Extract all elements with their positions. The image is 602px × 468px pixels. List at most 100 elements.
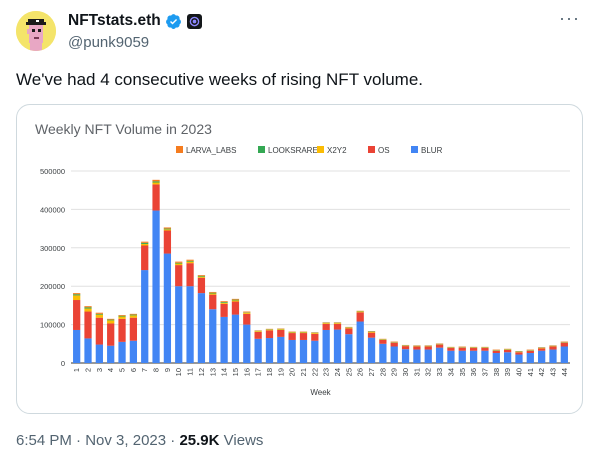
- meta-separator: ·: [76, 432, 82, 449]
- bar-looksrare-week-14: [220, 301, 228, 303]
- bar-os-week-19: [277, 329, 285, 337]
- x-axis-label: Week: [310, 388, 331, 397]
- tweet-time[interactable]: 6:54 PM: [16, 432, 72, 449]
- bar-os-week-43: [549, 346, 557, 350]
- bar-x2y2-week-7: [141, 243, 149, 246]
- bar-blur-week-19: [277, 336, 285, 363]
- x-tick-label: 20: [288, 368, 297, 376]
- bar-os-week-14: [220, 303, 228, 317]
- author-name-row: NFTstats.eth: [68, 12, 202, 30]
- bar-blur-week-24: [333, 329, 342, 363]
- views-count[interactable]: 25.9K: [179, 432, 220, 449]
- x-tick-label: 6: [129, 368, 138, 372]
- x-tick-label: 32: [424, 368, 433, 376]
- x-tick-label: 14: [220, 368, 229, 376]
- bar-x2y2-week-25: [345, 327, 353, 329]
- bar-blur-week-3: [95, 344, 103, 363]
- bar-larva_labs-week-8: [152, 179, 160, 182]
- bar-blur-week-15: [231, 314, 240, 363]
- x-tick-label: 19: [276, 368, 285, 376]
- tweet-date[interactable]: Nov 3, 2023: [85, 432, 167, 449]
- bar-blur-week-41: [526, 353, 534, 363]
- bar-x2y2-week-23: [322, 323, 330, 324]
- bar-os-week-10: [175, 265, 183, 287]
- chart-card[interactable]: Weekly NFT Volume in 2023 LARVA_LABS LOOKS…: [16, 104, 583, 414]
- author-display-name[interactable]: NFTstats.eth: [68, 12, 161, 29]
- legend-swatch-larva_labs: [176, 146, 183, 153]
- legend-label-larva_labs: LARVA_LABS: [186, 146, 236, 155]
- avatar-punk-icon: [16, 11, 56, 51]
- bar-blur-week-39: [504, 352, 512, 363]
- bar-larva_labs-week-12: [197, 275, 206, 276]
- x-tick-label: 24: [333, 368, 342, 376]
- bar-blur-week-21: [299, 339, 308, 363]
- bar-x2y2-week-11: [186, 261, 194, 264]
- bar-blur-week-5: [118, 341, 126, 363]
- x-tick-label: 31: [412, 368, 421, 376]
- bar-x2y2-week-24: [333, 323, 342, 324]
- x-tick-label: 3: [95, 368, 104, 372]
- x-tick-label: 36: [469, 368, 478, 376]
- bar-blur-week-28: [379, 343, 387, 363]
- bar-os-week-12: [197, 277, 206, 294]
- bar-blur-week-40: [515, 354, 523, 363]
- x-tick-label: 43: [548, 368, 557, 376]
- x-tick-label: 11: [186, 368, 195, 376]
- legend-label-blur: BLUR: [421, 146, 443, 155]
- x-tick-label: 2: [84, 368, 93, 372]
- bar-larva_labs-week-10: [175, 261, 183, 263]
- bar-looksrare-week-8: [152, 181, 160, 183]
- bar-os-week-8: [152, 184, 160, 211]
- bar-blur-week-34: [447, 350, 455, 363]
- bar-larva_labs-week-5: [118, 315, 126, 316]
- x-tick-label: 21: [299, 368, 308, 376]
- bar-blur-week-29: [390, 346, 398, 363]
- bar-blur-week-13: [209, 309, 217, 363]
- bar-larva_labs-week-4: [107, 318, 115, 320]
- stacked-bar-chart: Weekly NFT Volume in 2023 LARVA_LABS LOOKS…: [35, 121, 570, 397]
- bar-x2y2-week-12: [197, 276, 206, 278]
- x-tick-label: 41: [526, 368, 535, 376]
- x-tick-label: 16: [242, 368, 251, 376]
- bar-x2y2-week-8: [152, 182, 160, 185]
- bar-blur-week-14: [220, 316, 228, 363]
- bar-larva_labs-week-13: [209, 291, 217, 293]
- author-handle[interactable]: @punk9059: [68, 34, 150, 51]
- bar-os-week-32: [424, 346, 432, 350]
- bar-x2y2-week-2: [84, 308, 92, 312]
- bar-blur-week-20: [288, 339, 296, 363]
- bar-blur-week-16: [243, 324, 251, 363]
- x-tick-label: 30: [401, 368, 410, 376]
- bar-os-week-34: [447, 348, 455, 351]
- bar-looksrare-week-10: [175, 262, 183, 264]
- bar-blur-week-33: [435, 347, 444, 363]
- x-tick-label: 18: [265, 368, 274, 376]
- x-tick-label: 39: [503, 368, 512, 376]
- affiliate-icon[interactable]: [186, 13, 202, 29]
- bar-blur-week-42: [538, 350, 546, 363]
- author-avatar[interactable]: [16, 11, 56, 51]
- bar-blur-week-37: [481, 350, 489, 363]
- x-tick-label: 26: [356, 368, 365, 376]
- bar-os-week-9: [163, 230, 172, 254]
- verified-badge-icon[interactable]: [165, 13, 182, 30]
- bar-os-week-24: [333, 323, 342, 330]
- bar-blur-week-1: [73, 329, 81, 363]
- more-icon[interactable]: ···: [559, 8, 580, 28]
- bar-os-week-20: [288, 333, 296, 340]
- x-tick-label: 35: [458, 368, 467, 376]
- bar-os-week-11: [186, 263, 194, 287]
- bar-os-week-1: [73, 300, 81, 330]
- x-tick-label: 38: [492, 368, 501, 376]
- bar-x2y2-week-3: [95, 314, 103, 318]
- y-tick-label: 500000: [40, 167, 65, 176]
- bar-looksrare-week-5: [118, 315, 126, 317]
- y-tick-label: 200000: [40, 282, 65, 291]
- bar-looksrare-week-3: [95, 313, 103, 315]
- bar-os-week-26: [356, 312, 364, 322]
- bar-looksrare-week-13: [209, 292, 217, 294]
- bar-os-week-38: [492, 350, 500, 354]
- x-tick-label: 23: [322, 368, 331, 376]
- bar-os-week-15: [231, 301, 240, 315]
- x-tick-label: 15: [231, 368, 240, 376]
